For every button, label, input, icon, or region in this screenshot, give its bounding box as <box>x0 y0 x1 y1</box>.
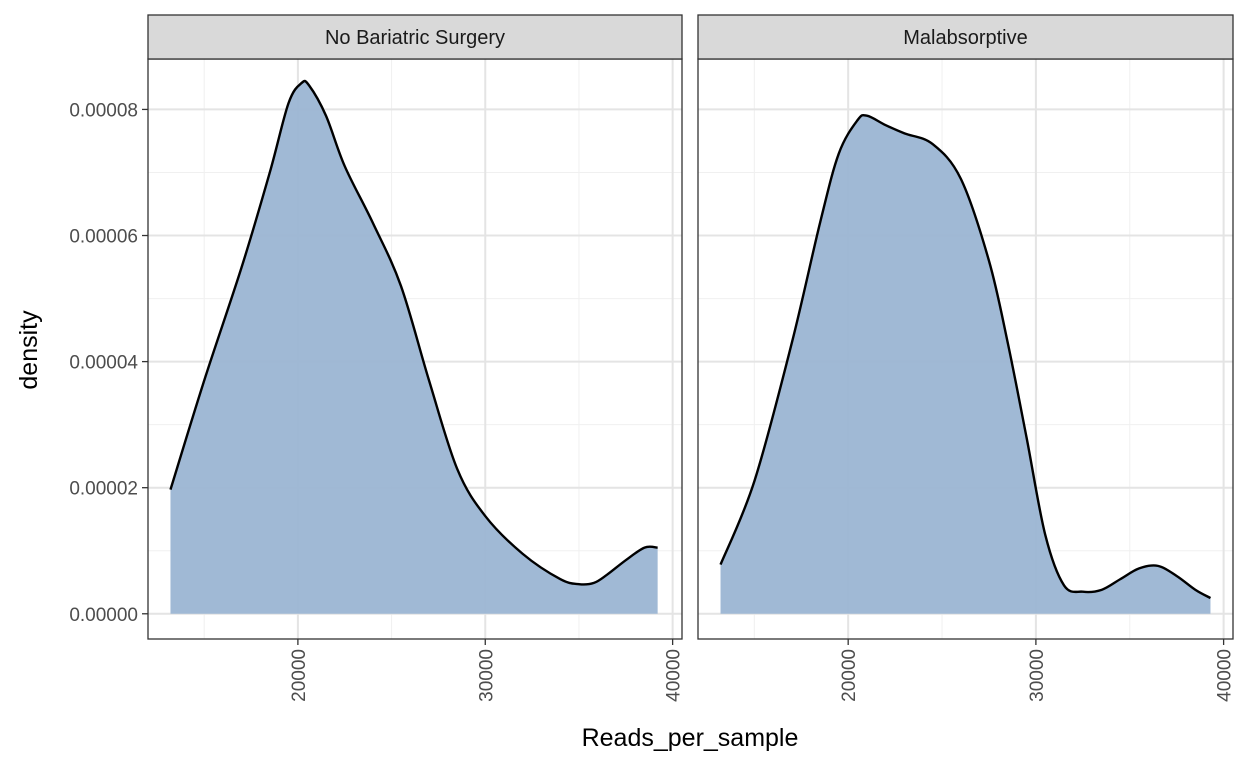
x-tick-label: 20000 <box>839 649 860 702</box>
y-tick-label: 0.00006 <box>69 227 138 248</box>
density-line <box>169 79 658 586</box>
density-area <box>720 115 1211 614</box>
facet-strip <box>147 14 683 60</box>
y-axis-title: density <box>15 310 43 390</box>
y-tick-label: 0.00004 <box>69 353 138 374</box>
y-tick-label: 0.00000 <box>69 605 138 626</box>
x-tick-label: 40000 <box>664 649 685 702</box>
x-tick-label: 20000 <box>289 649 310 702</box>
facet-strip-label: Malabsorptive <box>903 27 1028 49</box>
facet-strip <box>697 14 1234 60</box>
x-tick-label: 40000 <box>1215 649 1236 702</box>
x-tick-label: 30000 <box>1027 649 1048 702</box>
density-area <box>170 80 658 614</box>
facet-panel-1: No Bariatric Surgery 20000 30000 40000 0.000… <box>69 14 685 702</box>
facet-strip-label: No Bariatric Surgery <box>325 27 505 49</box>
facet-panel-2: Malabsorptive 20000 30000 40000 <box>697 14 1236 702</box>
y-tick-label: 0.00008 <box>69 100 138 121</box>
x-tick-label: 30000 <box>476 649 497 702</box>
y-tick-label: 0.00002 <box>69 479 138 500</box>
x-axis-title: Reads_per_sample <box>582 724 799 752</box>
density-line <box>719 113 1212 600</box>
